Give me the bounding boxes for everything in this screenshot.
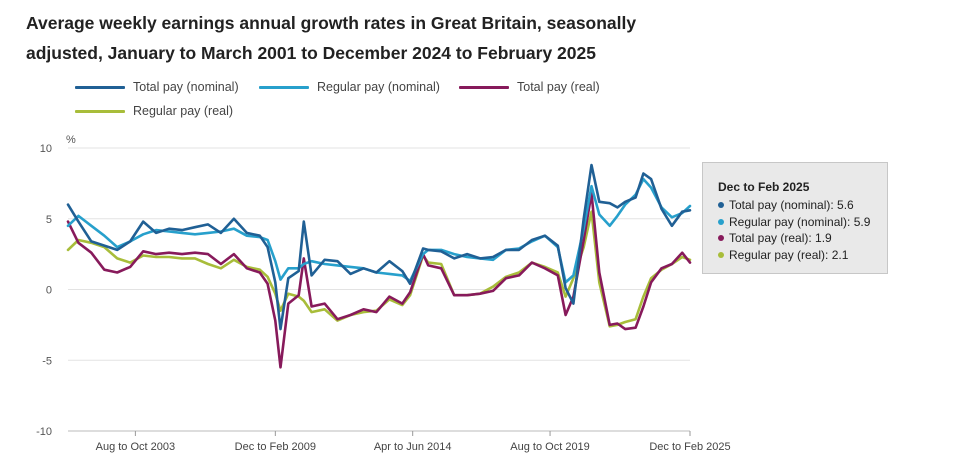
tooltip-value: Total pay (nominal): 5.6 (729, 198, 854, 212)
y-tick-label: 10 (40, 143, 52, 155)
legend-item-regular-pay-real[interactable]: Regular pay (real) (75, 104, 233, 118)
legend-label: Regular pay (real) (133, 104, 234, 118)
hover-tooltip: Dec to Feb 2025 Total pay (nominal): 5.6… (702, 162, 888, 274)
y-tick-label: -10 (36, 426, 52, 438)
chart-title: Average weekly earnings annual growth ra… (26, 13, 637, 63)
tooltip-row: Regular pay (nominal): 5.9 (718, 214, 887, 231)
legend-swatch (75, 109, 125, 113)
legend-item-total-pay-nominal[interactable]: Total pay (nominal) (75, 80, 239, 94)
series-line-regular-pay-nominal (66, 177, 692, 284)
tooltip-dot (718, 202, 724, 209)
tooltip-row: Total pay (real): 1.9 (718, 230, 887, 247)
tooltip-value: Total pay (real): 1.9 (729, 231, 832, 245)
legend-label: Total pay (real) (517, 80, 600, 94)
x-tick-label: Dec to Feb 2025 (649, 441, 730, 453)
series-line-total-pay-nominal (66, 163, 692, 331)
y-tick-label: 5 (46, 214, 52, 226)
y-axis-label: % (66, 134, 76, 146)
tooltip-dot (718, 251, 724, 258)
tooltip-value: Regular pay (real): 2.1 (729, 247, 849, 262)
tooltip-row: Total pay (nominal): 5.6 (718, 197, 887, 214)
x-tick-label: Aug to Oct 2003 (96, 441, 176, 453)
legend-label: Total pay (nominal) (133, 80, 239, 94)
tooltip-value: Regular pay (nominal): 5.9 (729, 214, 871, 229)
tooltip-dot (718, 218, 724, 225)
y-tick-label: 0 (46, 285, 52, 297)
tooltip-row: Regular pay (real): 2.1 (718, 247, 887, 264)
y-tick-label: -5 (42, 355, 52, 367)
tooltip-title: Dec to Feb 2025 (718, 180, 810, 194)
tooltip-dot (718, 235, 724, 242)
series-line-total-pay-real (66, 192, 692, 369)
x-tick-label: Dec to Feb 2009 (235, 441, 316, 453)
legend-swatch (459, 85, 509, 89)
legend-item-total-pay-real[interactable]: Total pay (real) (459, 80, 600, 94)
legend-swatch (75, 85, 125, 89)
legend-label: Regular pay (nominal) (317, 80, 440, 94)
legend-swatch (259, 85, 309, 89)
x-tick-label: Apr to Jun 2014 (374, 441, 452, 453)
x-tick-label: Aug to Oct 2019 (510, 441, 590, 453)
legend-item-regular-pay-nominal[interactable]: Regular pay (nominal) (259, 80, 440, 94)
